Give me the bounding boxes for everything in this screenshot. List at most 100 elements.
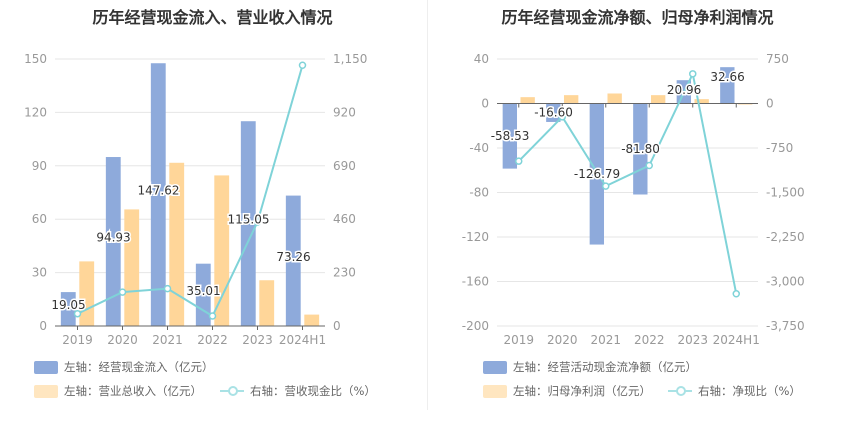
legend-swatch [34,360,58,374]
legend-swatch [34,384,58,398]
legend-item-cash-inflow[interactable]: 左轴：经营现金流入（亿元） [34,359,214,375]
legend-label: 右轴：净现比（%） [698,384,801,398]
line-point [208,312,217,320]
line-point [298,61,307,70]
x-axis-tick-label: 2024H1 [279,333,326,347]
bar-series-1 [105,157,121,326]
right-axis-tick-label: 0 [333,319,341,333]
legend-label: 左轴：营业总收入（亿元） [64,384,202,398]
right-axis-tick-label: 460 [333,212,356,226]
legend-label: 右轴：营收现金比（%） [250,384,376,398]
line-point [732,290,740,298]
legend-line-icon [668,386,692,396]
data-label: 73.26 [276,250,310,264]
x-axis-tick-label: 2023 [242,333,273,347]
data-label: -58.53 [491,129,530,143]
line-point [558,113,566,121]
line-series [77,64,304,318]
legend-line-icon [220,386,244,396]
right-axis-tick-label: 0 [766,97,774,111]
legend-label: 左轴：归母净利润（亿元） [513,384,651,398]
left-axis-tick-label: 0 [481,97,489,111]
data-label: 94.93 [96,231,130,245]
x-axis-tick-label: 2021 [590,333,621,347]
bar-series-2 [650,95,666,104]
x-axis-tick-label: 2023 [677,333,708,347]
left-axis-tick-label: 40 [474,52,489,66]
right-axis-tick-label: 1,150 [333,52,367,66]
bar-series-2 [79,261,95,326]
left-axis-tick-label: -200 [462,319,489,333]
legend-item-net-profit[interactable]: 左轴：归母净利润（亿元） [483,383,651,399]
bar-series-2 [214,175,230,326]
bar-series-1 [502,103,518,169]
chart-title-left: 历年经营现金流入、营业收入情况 [92,8,333,27]
line-point [163,284,172,293]
x-axis-tick-label: 2020 [107,333,138,347]
left-axis-tick-label: 0 [39,319,47,333]
left-axis-tick-label: 120 [24,105,47,119]
data-label: 147.62 [138,184,180,198]
bar-series-2 [124,209,140,326]
bar-series-2 [694,99,709,104]
right-axis-tick-label: 920 [333,105,356,119]
data-label: 35.01 [186,284,220,298]
bar-series-1 [285,195,301,326]
x-axis-tick-label: 2022 [197,333,228,347]
bar-series-1 [60,292,76,326]
bar-series-2 [607,93,622,104]
chart-title-right: 历年经营现金流净额、归母净利润情况 [501,8,774,27]
x-axis-tick-label: 2022 [634,333,665,347]
bar-series-2 [169,162,185,326]
x-axis-tick-label: 2019 [62,333,93,347]
legend-item-net-cash[interactable]: 左轴：经营活动现金流净额（亿元） [483,359,697,375]
data-label: -16.60 [534,106,573,120]
bar-series-2 [304,314,320,326]
bar-series-2 [520,97,535,104]
left-axis-tick-label: -40 [469,141,489,155]
data-label: -81.80 [621,142,660,156]
data-label: 20.96 [667,83,701,97]
bar-series-1 [720,67,735,104]
data-label: 32.66 [710,70,744,84]
left-axis-tick-label: 90 [32,159,47,173]
right-axis-tick-label: -3,750 [766,319,805,333]
right-axis-tick-label: -1,500 [766,186,805,200]
bar-series-1 [546,103,561,122]
data-label: -126.79 [574,167,620,181]
legend-swatch [483,384,507,398]
right-axis-tick-label: -750 [766,141,793,155]
left-axis-tick-label: 30 [32,266,47,280]
data-label: 115.05 [228,213,270,227]
right-axis-tick-label: -2,250 [766,230,805,244]
left-axis-tick-label: 150 [24,52,47,66]
bar-series-2 [563,95,579,104]
line-point [118,288,127,296]
line-point [645,161,653,170]
bar-series-1 [150,63,166,327]
left-axis-tick-label: -120 [462,230,489,244]
data-label: 19.05 [51,298,85,312]
legend-item-cash-ratio[interactable]: 右轴：营收现金比（%） [220,383,376,399]
legend-label: 左轴：经营现金流入（亿元） [64,360,214,374]
legend-item-net-cash-ratio[interactable]: 右轴：净现比（%） [668,383,801,399]
line-point [253,218,262,226]
right-axis-tick-label: 690 [333,159,356,173]
legend-label: 左轴：经营活动现金流净额（亿元） [513,360,697,374]
x-axis-tick-label: 2021 [152,333,183,347]
x-axis-tick-label: 2019 [503,333,534,347]
line-series [518,70,738,294]
right-axis-tick-label: -3,000 [766,275,805,289]
bar-series-2 [259,280,275,326]
bar-series-1 [589,103,605,245]
left-axis-tick-label: -160 [462,275,489,289]
line-point [689,70,697,78]
left-axis-tick-label: -80 [469,186,489,200]
legend-item-revenue[interactable]: 左轴：营业总收入（亿元） [34,383,202,399]
divider [427,0,428,410]
line-point [602,182,610,190]
left-axis-tick-label: 60 [32,212,47,226]
line-point [73,309,82,318]
